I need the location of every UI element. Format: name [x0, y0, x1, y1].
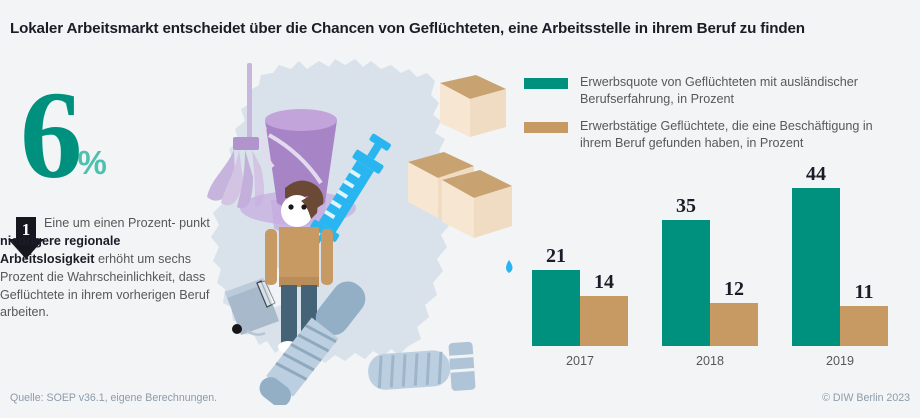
- legend-swatch-teal: [524, 78, 568, 89]
- blurb-line-3-bold: regionale Arbeitslosigkeit: [0, 233, 121, 266]
- bar-value-2017-teal: 21: [546, 245, 566, 268]
- bar-2017-tan: 14: [580, 271, 628, 346]
- bar-2018-tan: 12: [710, 278, 758, 346]
- legend-item-erwerbsquote: Erwerbsquote von Geflüchteten mit auslän…: [524, 74, 914, 109]
- bolt-icon: [368, 341, 476, 391]
- bar-2018-teal: 35: [662, 195, 710, 346]
- bar-chart: 21 14 35 12 44 1: [524, 163, 914, 370]
- bar-value-2018-teal: 35: [676, 195, 696, 217]
- illustration: [195, 55, 515, 405]
- mop-icon: [207, 63, 265, 209]
- blurb-line-2-bold: niedrigere: [0, 233, 61, 248]
- chart-plot-area: 21 14 35 12 44 1: [524, 163, 914, 346]
- key-figure-percent-symbol: %: [77, 143, 107, 181]
- axis-label-2018: 2018: [695, 354, 725, 368]
- bar-group-2019: 44 11: [792, 163, 888, 346]
- blurb-line-1: Eine um einen Prozent-: [44, 216, 176, 230]
- bar-2019-tan: 11: [840, 281, 888, 346]
- bar-value-2019-teal: 44: [806, 162, 826, 185]
- blurb-line-4: erhöht um sechs Prozent die: [0, 251, 192, 284]
- legend-swatch-tan: [524, 121, 568, 133]
- page-title: Lokaler Arbeitsmarkt entscheidet über di…: [10, 20, 805, 37]
- key-figure: 6 %: [20, 67, 107, 205]
- svg-text:1: 1: [22, 220, 31, 239]
- axis-label-2019: 2019: [825, 354, 855, 368]
- cardboard-boxes-icon: [408, 75, 512, 238]
- legend-label-erwerbsquote: Erwerbsquote von Geflüchteten mit auslän…: [580, 75, 858, 107]
- bar-value-2018-tan: 12: [724, 277, 744, 300]
- legend-item-erwerbstaetige: Erwerbstätige Geflüchtete, die eine Besc…: [524, 118, 914, 153]
- legend-label-erwerbstaetige: Erwerbstätige Geflüchtete, die eine Besc…: [580, 118, 873, 151]
- axis-label-2017: 2017: [565, 354, 595, 368]
- chart-legend: Erwerbsquote von Geflüchteten mit auslän…: [524, 74, 914, 162]
- bar-group-2018: 35 12: [662, 166, 758, 346]
- key-figure-panel: 6 % 1 Eine um einen Prozent- punkt niedr…: [0, 60, 215, 390]
- bar-value-2019-tan: 11: [854, 281, 874, 304]
- copyright-note: © DIW Berlin 2023: [822, 392, 910, 404]
- blurb-line-6: Geflüchtete in ihrem vorherigen: [0, 287, 176, 302]
- screw-icon: [259, 281, 366, 405]
- down-arrow-icon: 1: [6, 215, 46, 261]
- source-note: Quelle: SOEP v36.1, eigene Berechnungen.: [10, 392, 218, 404]
- bar-2019-teal: 44: [792, 163, 840, 346]
- blurb-line-7: Beruf arbeiten.: [0, 287, 210, 320]
- blurb-line-5: Wahrscheinlichkeit, dass: [67, 269, 206, 284]
- bar-value-2017-tan: 14: [594, 270, 614, 293]
- key-figure-description: Eine um einen Prozent- punkt niedrigere …: [0, 215, 210, 322]
- blurb-line-2-plain: punkt: [179, 216, 210, 230]
- key-figure-number: 6: [20, 67, 82, 205]
- bar-2017-teal: 21: [532, 245, 580, 346]
- bar-group-2017: 21 14: [532, 166, 628, 346]
